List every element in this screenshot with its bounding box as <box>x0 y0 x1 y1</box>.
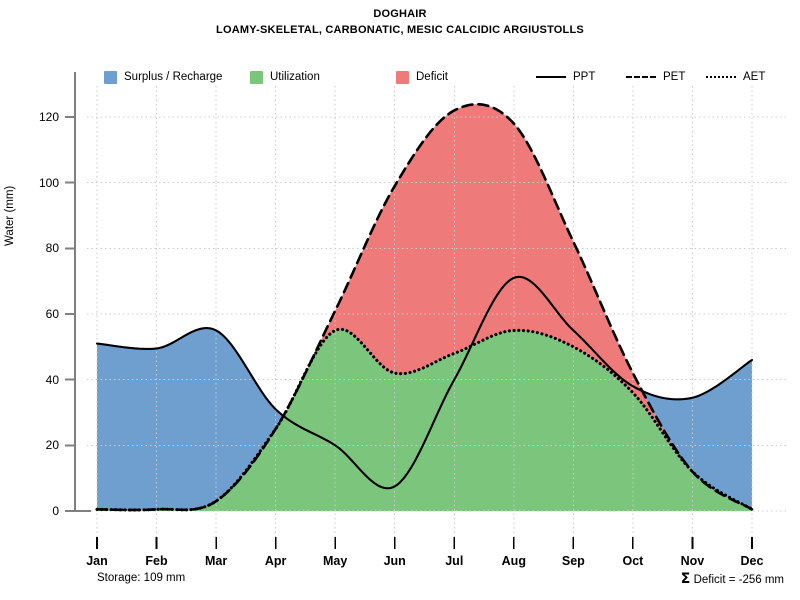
sigma-symbol: Σ <box>680 571 691 587</box>
y-axis-tick-label: 40 <box>45 372 59 387</box>
x-axis-tick-label: May <box>323 554 348 568</box>
y-axis-tick-label: 60 <box>45 307 59 321</box>
x-axis-tick-label: Jun <box>383 554 406 568</box>
legend-item-surplus: Surplus / Recharge <box>104 68 222 86</box>
legend-label-pet: PET <box>663 71 686 83</box>
series-line-ppt <box>95 275 754 490</box>
x-axis-tick-label: Aug <box>501 554 526 568</box>
y-axis-tick-label: 120 <box>38 110 59 124</box>
legend-label-ppt: PPT <box>573 71 596 83</box>
legend-swatch-deficit <box>396 70 409 84</box>
y-axis-tick-label: 100 <box>38 175 59 190</box>
legend-item-aet: AET <box>706 68 765 86</box>
legend-item-ppt: PPT <box>536 68 595 86</box>
legend-item-utilization: Utilization <box>250 68 320 86</box>
chart-title: DOGHAIR LOAMY-SKELETAL, CARBONATIC, MESI… <box>0 6 800 38</box>
area-deficit <box>313 104 689 468</box>
chart-title-line2: LOAMY-SKELETAL, CARBONATIC, MESIC CALCID… <box>216 24 584 36</box>
y-axis-tick-label: 80 <box>45 241 59 256</box>
x-axis-tick-label: Jul <box>445 554 464 568</box>
legend-line-ppt-icon <box>536 76 566 78</box>
x-axis-tick-label: Sep <box>561 554 585 568</box>
legend-line-aet-icon <box>706 76 736 78</box>
legend-label-utilization: Utilization <box>270 71 320 83</box>
area-surplus-recharge <box>643 359 752 510</box>
deficit-annotation-text: Deficit = -256 mm <box>690 574 784 586</box>
x-axis-tick-label: Apr <box>264 554 287 568</box>
legend-line-pet-icon <box>626 76 656 78</box>
chart-legend: Surplus / Recharge Utilization Deficit P… <box>0 68 800 88</box>
x-axis-tick-label: Jan <box>86 554 108 568</box>
storage-annotation: Storage: 109 mm <box>97 572 186 584</box>
x-axis-tick-label: Feb <box>145 554 168 568</box>
x-axis-tick-label: Mar <box>204 554 228 568</box>
legend-item-deficit: Deficit <box>396 68 448 86</box>
x-axis-tick-label: Oct <box>622 554 644 568</box>
x-axis-tick-label: Nov <box>680 554 705 568</box>
legend-swatch-surplus <box>104 70 117 84</box>
legend-label-aet: AET <box>743 71 766 83</box>
legend-swatch-utilization <box>250 70 263 84</box>
legend-item-pet: PET <box>626 68 685 86</box>
area-utilization <box>97 329 752 511</box>
legend-label-deficit: Deficit <box>416 71 448 83</box>
deficit-annotation: Σ Deficit = -256 mm <box>681 571 784 587</box>
y-axis-tick-label: 20 <box>45 438 59 453</box>
y-axis-tick-label: 0 <box>52 504 59 518</box>
area-surplus-recharge <box>97 328 283 510</box>
x-axis-tick-label: Dec <box>740 554 764 568</box>
series-line-aet <box>95 327 754 512</box>
chart-title-line1: DOGHAIR <box>373 8 427 20</box>
legend-label-surplus: Surplus / Recharge <box>124 71 223 83</box>
